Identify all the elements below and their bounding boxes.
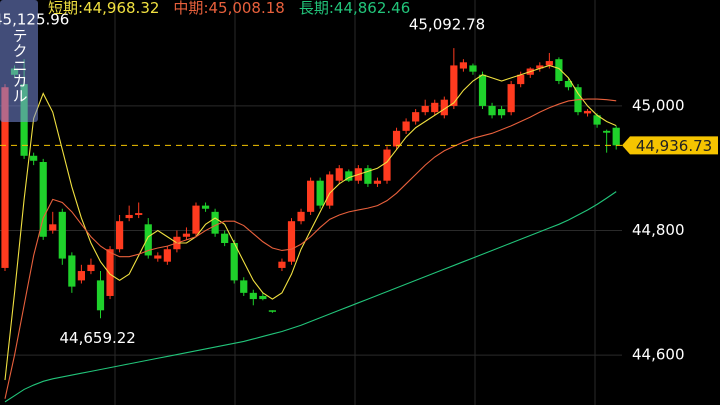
legend-name: 短期 (48, 0, 78, 17)
candle-body (30, 155, 38, 161)
legend-name: 中期 (173, 0, 203, 17)
technical-tab (0, 0, 38, 122)
candle-body (364, 168, 372, 184)
candle-body (392, 130, 401, 147)
candle-body (297, 211, 305, 222)
candle-body (49, 224, 57, 231)
candle-body (106, 249, 114, 296)
candle-body (39, 162, 47, 237)
candle-body (1, 87, 9, 268)
legend-value: :44,862.46 (329, 0, 410, 17)
candle-body (612, 127, 620, 146)
vertical-grid (114, 0, 596, 405)
candle-body (249, 292, 257, 300)
candle-body (507, 84, 515, 113)
candle-body (421, 105, 429, 113)
candle-body (603, 130, 611, 133)
candle-body (373, 180, 382, 184)
moving-average-line (4, 64, 617, 381)
legend-value: :45,008.18 (203, 0, 284, 17)
last-price-label: 44,936.73 (636, 137, 712, 155)
price-annotation: 45,092.78 (409, 16, 485, 34)
candle-body (201, 205, 210, 209)
candle-body (440, 99, 448, 116)
header: 短期:44,968.32 中期:45,008.18 長期:44,862.46 (48, 0, 410, 17)
candle-body (564, 81, 573, 88)
overlay: 45,000 44,800 44,600 44,936.73 45,092.78 44,6… (0, 0, 718, 364)
y-tick-label: 44,800 (632, 221, 685, 239)
candle-body (316, 180, 324, 206)
candle-body (163, 249, 171, 262)
candle-body (450, 65, 458, 106)
candle-body (545, 61, 553, 66)
candle-body (192, 205, 200, 234)
candle-body (345, 171, 353, 181)
candle-body (278, 261, 286, 268)
candle-body (144, 224, 152, 256)
candle-body (68, 255, 76, 287)
legend-name: 長期 (299, 0, 329, 17)
y-tick-label: 44,600 (632, 346, 685, 364)
candle-body (221, 233, 229, 243)
candle-body (431, 102, 439, 113)
candle-body (77, 271, 85, 281)
candle-body (517, 74, 525, 85)
legend-value: :44,968.32 (78, 0, 159, 17)
plot (0, 48, 622, 403)
candle-body (182, 233, 191, 237)
candle-body (459, 62, 467, 69)
price-annotation: 44,659.22 (60, 329, 136, 347)
candle-body (555, 59, 563, 81)
candle-body (326, 174, 334, 206)
candle-body (259, 295, 267, 300)
last-price-box (622, 136, 718, 155)
candle-body (154, 255, 162, 259)
candle-body (135, 213, 143, 215)
candle-body (116, 221, 124, 250)
candle-body (498, 109, 506, 116)
corner-label: 45,125.96 (0, 11, 69, 29)
candle-body (287, 221, 296, 262)
candle-body (469, 65, 477, 72)
candle-body (383, 149, 391, 181)
moving-average-line (4, 98, 617, 399)
candle-body (58, 211, 66, 259)
candle-body (125, 214, 133, 219)
candle-body (478, 74, 487, 106)
candle-body (488, 105, 496, 116)
candle-body (335, 168, 343, 181)
candle-body (240, 280, 248, 293)
candle-body (87, 264, 95, 272)
candle-body (412, 112, 420, 122)
candle-body (230, 243, 238, 281)
technical-tab-label: テクニカル (11, 28, 29, 103)
moving-average-line (4, 191, 617, 403)
y-tick-label: 45,000 (632, 96, 685, 114)
candle-body (211, 211, 219, 234)
candle-body (268, 310, 276, 312)
candle-body (307, 180, 315, 212)
candle-body (593, 115, 601, 125)
candle-body (536, 65, 544, 69)
candle-body (583, 110, 592, 114)
candle-body (96, 280, 105, 311)
candle-body (402, 121, 410, 131)
